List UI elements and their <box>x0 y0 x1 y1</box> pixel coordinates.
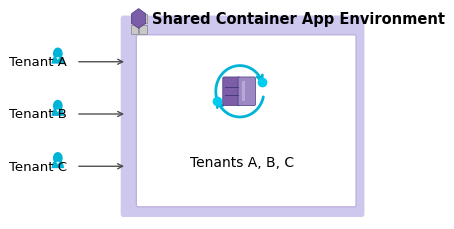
Polygon shape <box>51 110 64 116</box>
Circle shape <box>53 100 63 112</box>
Bar <box>139 26 147 35</box>
Text: Shared Container App Environment: Shared Container App Environment <box>153 11 445 27</box>
FancyBboxPatch shape <box>122 17 363 216</box>
Bar <box>242 82 245 102</box>
Polygon shape <box>56 58 59 61</box>
FancyBboxPatch shape <box>136 36 356 207</box>
Polygon shape <box>56 110 59 113</box>
Circle shape <box>53 48 63 60</box>
Polygon shape <box>51 58 64 64</box>
Bar <box>131 26 138 35</box>
FancyBboxPatch shape <box>238 78 256 106</box>
Text: Tenants A, B, C: Tenants A, B, C <box>190 155 294 169</box>
Circle shape <box>53 152 63 164</box>
Polygon shape <box>56 162 59 165</box>
Text: Tenant A: Tenant A <box>9 56 67 69</box>
Text: Tenant B: Tenant B <box>9 108 67 121</box>
Bar <box>139 15 147 24</box>
FancyBboxPatch shape <box>223 78 240 106</box>
Text: Tenant C: Tenant C <box>9 160 67 173</box>
Polygon shape <box>51 162 64 168</box>
Bar <box>131 15 138 24</box>
